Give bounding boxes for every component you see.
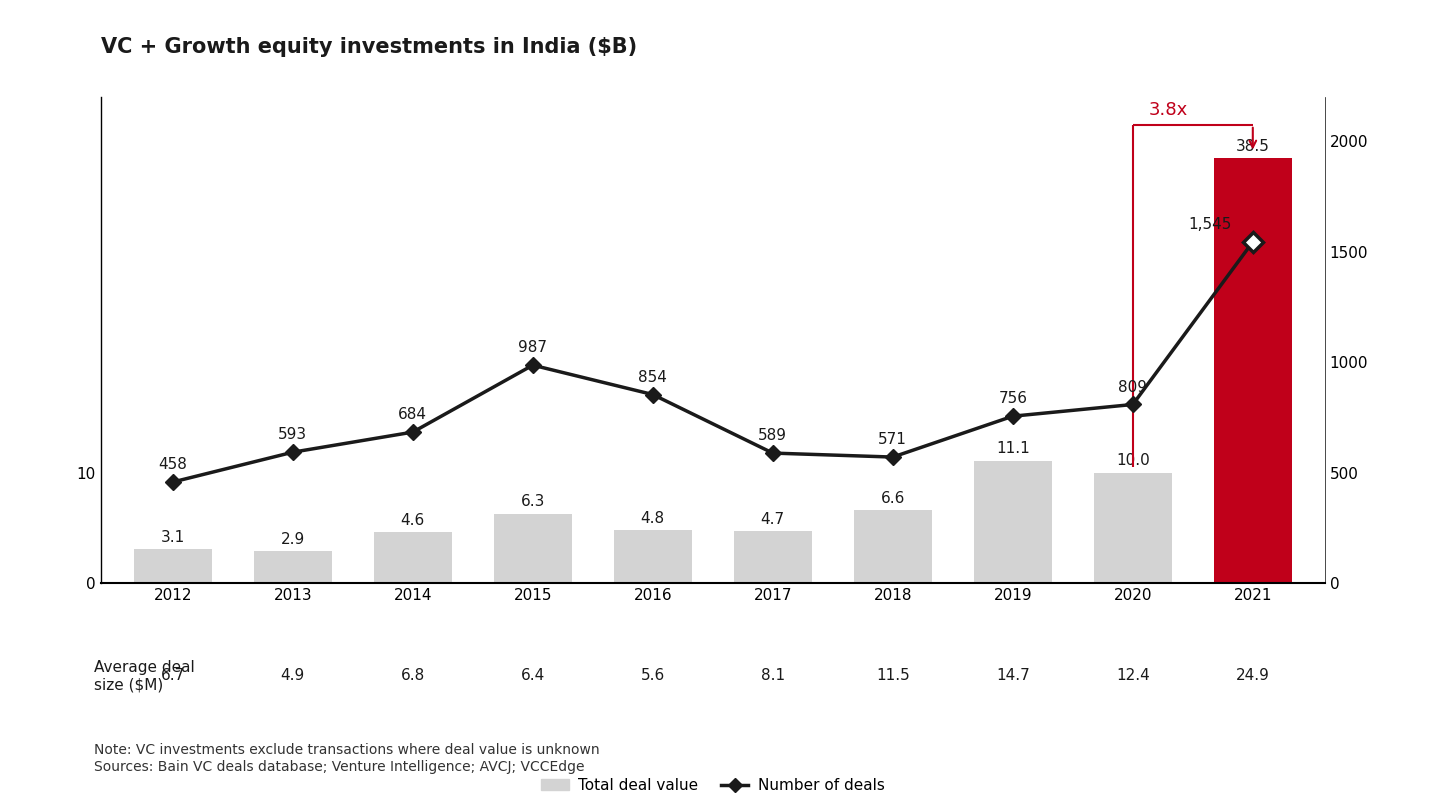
Text: 3.1: 3.1: [161, 530, 184, 544]
Text: 6.4: 6.4: [521, 668, 544, 684]
Text: 38.5: 38.5: [1236, 139, 1270, 154]
Text: 1,545: 1,545: [1188, 217, 1231, 232]
Bar: [374, 532, 452, 583]
Text: 4.8: 4.8: [641, 511, 665, 526]
Bar: [253, 551, 331, 583]
Bar: [854, 510, 932, 583]
Text: 6.3: 6.3: [521, 494, 544, 509]
Text: 809: 809: [1119, 380, 1148, 394]
Text: 6.7: 6.7: [161, 668, 184, 684]
Text: 3.8x: 3.8x: [1149, 101, 1188, 119]
Bar: [1094, 473, 1172, 583]
Text: 4.6: 4.6: [400, 513, 425, 528]
Text: 756: 756: [998, 391, 1027, 407]
Text: 2.9: 2.9: [281, 531, 305, 547]
Text: 11.1: 11.1: [996, 441, 1030, 456]
Text: 12.4: 12.4: [1116, 668, 1149, 684]
Text: Note: VC investments exclude transactions where deal value is unknown
Sources: B: Note: VC investments exclude transaction…: [94, 744, 599, 774]
Bar: [134, 549, 212, 583]
Bar: [734, 531, 812, 583]
Text: 11.5: 11.5: [876, 668, 910, 684]
Text: 987: 987: [518, 340, 547, 356]
Text: Average deal
size ($M): Average deal size ($M): [94, 660, 194, 693]
Text: 593: 593: [278, 427, 307, 442]
Bar: [1214, 158, 1292, 583]
Text: 5.6: 5.6: [641, 668, 665, 684]
Text: 14.7: 14.7: [996, 668, 1030, 684]
Text: 4.9: 4.9: [281, 668, 305, 684]
Text: 458: 458: [158, 457, 187, 472]
Text: 6.8: 6.8: [400, 668, 425, 684]
Text: 854: 854: [638, 369, 667, 385]
Text: 684: 684: [399, 407, 428, 422]
Text: 8.1: 8.1: [760, 668, 785, 684]
Text: 6.6: 6.6: [881, 491, 904, 506]
Legend: Total deal value, Number of deals: Total deal value, Number of deals: [536, 772, 890, 799]
Text: 10.0: 10.0: [1116, 454, 1149, 468]
Text: 4.7: 4.7: [760, 512, 785, 526]
Text: VC + Growth equity investments in India ($B): VC + Growth equity investments in India …: [101, 36, 636, 57]
Text: 24.9: 24.9: [1236, 668, 1270, 684]
Text: 571: 571: [878, 432, 907, 447]
Bar: [973, 461, 1051, 583]
Text: 589: 589: [759, 428, 788, 443]
Bar: [613, 531, 691, 583]
Bar: [494, 514, 572, 583]
